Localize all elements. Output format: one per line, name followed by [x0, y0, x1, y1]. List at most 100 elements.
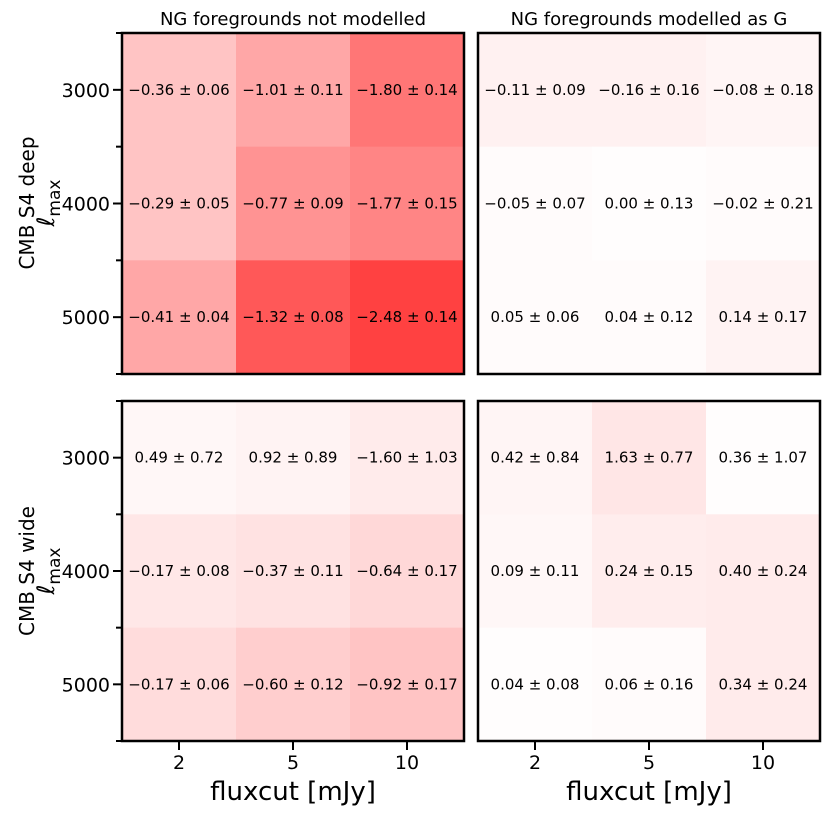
xlabel-left: fluxcut [mJy] [210, 777, 376, 807]
panel-wide-notmodelled: 0.49 ± 0.72 0.92 ± 0.89 −1.60 ± 1.03 −0.17 … [62, 399, 466, 774]
cell-label: −1.80 ± 0.14 [356, 81, 457, 99]
heatmap-cell [236, 146, 351, 261]
y-tick-label: 3000 [62, 80, 110, 102]
cell-label: −0.02 ± 0.21 [712, 195, 813, 213]
heatmap-cell [236, 401, 351, 515]
cell-label: 0.14 ± 0.17 [719, 308, 808, 326]
heatmap-cell [236, 260, 351, 375]
y-tick-label: 5000 [62, 307, 110, 329]
cell-label: −2.48 ± 0.14 [356, 308, 457, 326]
heatmap-cell [122, 260, 237, 375]
x-tick-label: 10 [751, 752, 775, 774]
ylabel-wide: CMB S4 wide ℓmax [15, 506, 65, 636]
x-tick-label: 5 [643, 752, 655, 774]
cell-label: 0.49 ± 0.72 [135, 449, 224, 467]
cell-label: −0.64 ± 0.17 [356, 562, 457, 580]
heatmap-cell [592, 627, 707, 742]
heatmap-cell [236, 514, 351, 629]
cell-label: −0.37 ± 0.11 [242, 562, 343, 580]
heatmap-cell [706, 33, 821, 148]
cell-label: −1.01 ± 0.11 [242, 81, 343, 99]
heatmap-cell [706, 146, 821, 261]
y-tick-label: 4000 [62, 561, 110, 583]
cell-label: −0.17 ± 0.06 [128, 675, 229, 693]
heatmap-cell [478, 146, 593, 261]
cell-label: 0.04 ± 0.08 [491, 675, 580, 693]
heatmap-cell [350, 514, 465, 629]
heatmap-cell [236, 33, 351, 148]
cell-label: 0.05 ± 0.06 [491, 308, 580, 326]
x-tick-label: 2 [529, 752, 541, 774]
cell-label: 0.06 ± 0.16 [605, 675, 694, 693]
ylabel-deep: CMB S4 deep ℓmax [15, 136, 65, 269]
cell-label: 0.00 ± 0.13 [605, 195, 694, 213]
cell-label: −1.32 ± 0.08 [242, 308, 343, 326]
heatmap-cell [122, 514, 237, 629]
heatmap-cell [478, 401, 593, 515]
heatmap-cell [350, 33, 465, 148]
cell-label: −0.60 ± 0.12 [242, 675, 343, 693]
y-tick-label: 3000 [62, 448, 110, 470]
panel-frame [476, 31, 822, 376]
cell-label: 0.42 ± 0.84 [491, 449, 580, 467]
cell-label: 0.36 ± 1.07 [719, 449, 808, 467]
cell-label: 0.34 ± 0.24 [719, 675, 808, 693]
ylabel-lmax-deep: ℓmax [32, 180, 65, 228]
cell-label: 0.40 ± 0.24 [719, 562, 808, 580]
heatmap-cell [592, 260, 707, 375]
heatmap-cell [706, 514, 821, 629]
heatmap-cell [236, 627, 351, 742]
heatmap-cell [706, 260, 821, 375]
heatmap-cell [592, 33, 707, 148]
cell-label: −0.11 ± 0.09 [484, 81, 585, 99]
x-tick-label: 5 [287, 752, 299, 774]
heatmap-cell [592, 401, 707, 515]
heatmap-cell [478, 33, 593, 148]
heatmap-cell [706, 401, 821, 515]
cell-label: −0.17 ± 0.08 [128, 562, 229, 580]
heatmap-cell [122, 627, 237, 742]
panel-wide-modelled: 0.42 ± 0.84 1.63 ± 0.77 0.36 ± 1.07 0.09 ± … [476, 399, 822, 774]
cell-label: 0.92 ± 0.89 [249, 449, 338, 467]
cell-label: −0.16 ± 0.16 [598, 81, 699, 99]
cell-label: 0.09 ± 0.11 [491, 562, 580, 580]
panels-layer: −0.36 ± 0.06 −1.01 ± 0.11 −1.80 ± 0.14 −0.2… [62, 31, 822, 774]
cell-label: 1.63 ± 0.77 [605, 449, 694, 467]
heatmap-cell [478, 260, 593, 375]
heatmap-cell [122, 33, 237, 148]
cell-label: −0.41 ± 0.04 [128, 308, 229, 326]
panel-deep-notmodelled: −0.36 ± 0.06 −1.01 ± 0.11 −1.80 ± 0.14 −0.2… [62, 31, 466, 376]
heatmap-cell [122, 401, 237, 515]
heatmap-cell [122, 146, 237, 261]
row-label-deep: CMB S4 deep [15, 136, 39, 269]
cell-label: −0.08 ± 0.18 [712, 81, 813, 99]
heatmap-cell [706, 627, 821, 742]
cell-label: 0.24 ± 0.15 [605, 562, 694, 580]
x-tick-label: 10 [395, 752, 419, 774]
heatmap-cell [592, 514, 707, 629]
ylabel-lmax-wide: ℓmax [32, 548, 65, 596]
xlabel-right: fluxcut [mJy] [566, 777, 732, 807]
cell-label: −0.77 ± 0.09 [242, 195, 343, 213]
cell-label: −1.77 ± 0.15 [356, 195, 457, 213]
cell-label: −0.05 ± 0.07 [484, 195, 585, 213]
panel-deep-modelled: −0.11 ± 0.09 −0.16 ± 0.16 −0.08 ± 0.18 −0.0… [476, 31, 822, 376]
heatmap-cell [478, 627, 593, 742]
x-tick-label: 2 [173, 752, 185, 774]
row-label-wide: CMB S4 wide [15, 506, 39, 636]
heatmap-cell [478, 514, 593, 629]
cell-label: −1.60 ± 1.03 [356, 449, 457, 467]
cell-label: −0.36 ± 0.06 [128, 81, 229, 99]
heatmap-cell [350, 627, 465, 742]
cell-label: −0.92 ± 0.17 [356, 675, 457, 693]
cell-label: 0.04 ± 0.12 [605, 308, 694, 326]
panel-title-right: NG foregrounds modelled as G [511, 9, 788, 30]
cell-label: −0.29 ± 0.05 [128, 195, 229, 213]
heatmap-cell [350, 401, 465, 515]
panel-title-left: NG foregrounds not modelled [160, 9, 426, 30]
heatmap-cell [350, 260, 465, 375]
heatmap-cell [350, 146, 465, 261]
y-tick-label: 5000 [62, 674, 110, 696]
heatmap-cell [592, 146, 707, 261]
